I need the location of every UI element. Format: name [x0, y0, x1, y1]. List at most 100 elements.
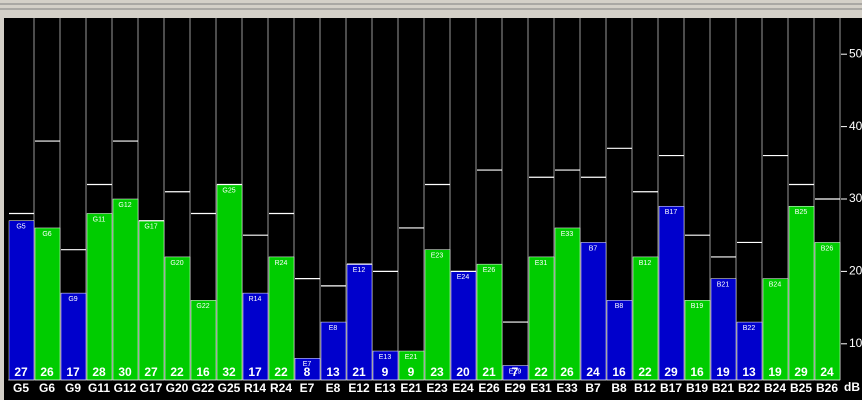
x-tick-label: G12 — [114, 381, 137, 395]
bar — [710, 278, 737, 381]
bar — [658, 205, 685, 381]
value-label: 22 — [274, 365, 288, 379]
x-tick-label: E26 — [478, 381, 500, 395]
x-tick-label: B22 — [738, 381, 760, 395]
bar — [424, 249, 451, 381]
value-label: 16 — [196, 365, 210, 379]
value-label: 21 — [482, 365, 496, 379]
bar-name: G17 — [144, 224, 157, 231]
value-label: 23 — [430, 365, 444, 379]
bar-name: B19 — [691, 303, 704, 310]
value-label: 13 — [742, 365, 756, 379]
x-tick-label: G6 — [39, 381, 55, 395]
bar — [450, 271, 477, 381]
bar — [554, 227, 581, 381]
bar — [372, 350, 399, 381]
value-label: 7 — [512, 365, 519, 379]
x-tick-label: B21 — [712, 381, 734, 395]
x-tick-label: B7 — [585, 381, 601, 395]
value-label: 21 — [352, 365, 366, 379]
value-label: 19 — [716, 365, 730, 379]
x-tick-label: G5 — [13, 381, 29, 395]
value-label: 27 — [144, 365, 158, 379]
bar-name: E13 — [379, 354, 392, 361]
bar-name: E21 — [405, 354, 418, 361]
bar-name: G20 — [170, 260, 183, 267]
bar-name: E33 — [561, 231, 574, 238]
bar-name: E8 — [329, 325, 338, 332]
bar-name: B8 — [615, 303, 624, 310]
value-label: 32 — [222, 365, 236, 379]
bar-name: E23 — [431, 253, 444, 260]
bar-name: B22 — [743, 325, 756, 332]
bar-name: E7 — [303, 361, 312, 368]
bar-name: B26 — [821, 245, 834, 252]
bar — [580, 242, 607, 381]
x-tick-label: B8 — [611, 381, 627, 395]
bar-name: E31 — [535, 260, 548, 267]
value-label: 16 — [612, 365, 626, 379]
x-tick-label: E23 — [426, 381, 448, 395]
x-tick-label: E29 — [504, 381, 526, 395]
x-tick-label: G25 — [218, 381, 241, 395]
bar — [346, 263, 373, 381]
y-tick-label: 20 — [849, 264, 862, 278]
bar — [60, 292, 87, 381]
bar — [398, 350, 425, 381]
bar — [268, 256, 295, 381]
value-label: 9 — [408, 365, 415, 379]
x-tick-label: E31 — [530, 381, 552, 395]
bar — [814, 242, 841, 381]
bar — [34, 227, 61, 381]
value-label: 22 — [534, 365, 548, 379]
x-tick-label: E33 — [556, 381, 578, 395]
bar-name: B24 — [769, 281, 782, 288]
bar-name: G12 — [118, 202, 131, 209]
value-label: 13 — [326, 365, 340, 379]
bar — [788, 205, 815, 381]
value-label: 8 — [304, 365, 311, 379]
value-label: 17 — [66, 365, 80, 379]
bar-name: R14 — [249, 296, 262, 303]
bar — [684, 300, 711, 381]
x-tick-label: E8 — [326, 381, 341, 395]
bar-name: R24 — [275, 260, 288, 267]
x-tick-label: G22 — [192, 381, 215, 395]
x-tick-label: E24 — [452, 381, 474, 395]
bar-name: G9 — [68, 296, 77, 303]
value-label: 24 — [586, 365, 600, 379]
x-tick-label: G9 — [65, 381, 81, 395]
bar-name: B21 — [717, 281, 730, 288]
bar — [632, 256, 659, 381]
x-tick-label: B17 — [660, 381, 682, 395]
bar-name: G25 — [222, 187, 235, 194]
value-label: 26 — [40, 365, 54, 379]
bar — [8, 220, 35, 381]
value-label: 24 — [820, 365, 834, 379]
value-label: 22 — [638, 365, 652, 379]
bar — [320, 321, 347, 381]
bar — [216, 184, 243, 381]
bar-name: B25 — [795, 209, 808, 216]
value-label: 19 — [768, 365, 782, 379]
x-tick-label: B12 — [634, 381, 656, 395]
bar-name: E26 — [483, 267, 496, 274]
x-tick-label: E12 — [348, 381, 370, 395]
x-tick-label: E21 — [400, 381, 422, 395]
y-tick-label: 10 — [849, 336, 862, 350]
bar-name: G6 — [42, 231, 51, 238]
bar — [736, 321, 763, 381]
x-tick-label: B19 — [686, 381, 708, 395]
x-tick-label: B26 — [816, 381, 838, 395]
bar — [164, 256, 191, 381]
bar-name: B7 — [589, 245, 598, 252]
value-label: 29 — [794, 365, 808, 379]
bar — [138, 220, 165, 381]
bar — [606, 300, 633, 381]
x-tick-label: E7 — [300, 381, 315, 395]
value-label: 28 — [92, 365, 106, 379]
value-label: 17 — [248, 365, 262, 379]
bar-name: G5 — [16, 224, 25, 231]
value-label: 9 — [382, 365, 389, 379]
bar — [528, 256, 555, 381]
